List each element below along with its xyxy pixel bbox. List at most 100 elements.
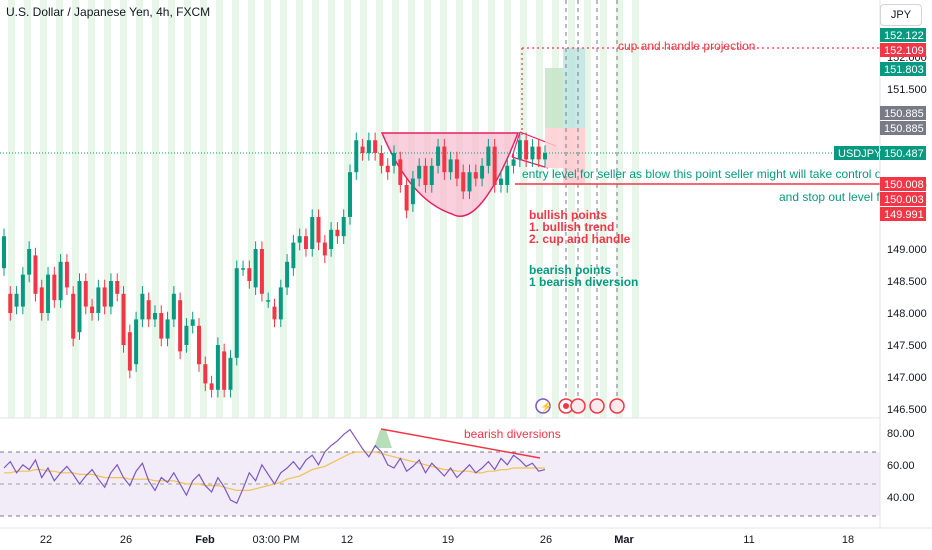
- session-band: [232, 0, 239, 418]
- lightning-event-icon[interactable]: [535, 398, 551, 414]
- candle-body: [335, 229, 340, 237]
- price-tag: [880, 106, 926, 120]
- candle-body: [165, 319, 170, 339]
- price-tag: [880, 192, 926, 206]
- target-zone-box: [545, 68, 563, 128]
- candle-body: [14, 293, 19, 307]
- us-flag-event-icon-3[interactable]: [609, 398, 625, 414]
- candle-body: [316, 217, 321, 243]
- rsi-tick-label: 40.00: [887, 492, 915, 504]
- candle-body: [347, 172, 352, 217]
- us-flag-event-icon-1[interactable]: [570, 398, 586, 414]
- candle-body: [480, 165, 485, 179]
- price-tick-label: 148.500: [887, 276, 927, 288]
- candle-body: [171, 293, 176, 320]
- candle-body: [454, 159, 459, 179]
- candle-body: [379, 153, 384, 166]
- candle-body: [498, 178, 503, 185]
- currency-selector[interactable]: JPY: [880, 4, 922, 26]
- candle-body: [52, 274, 57, 301]
- candle-body: [366, 140, 371, 153]
- candle-body: [234, 268, 239, 358]
- price-tag-value: 150.003: [884, 194, 924, 206]
- us-flag-event-icon-2[interactable]: [589, 398, 605, 414]
- candle-body: [354, 140, 359, 173]
- candle-body: [146, 300, 151, 320]
- bearish-divergence-line: [380, 428, 541, 459]
- price-tag-value: 151.803: [884, 64, 924, 76]
- candle-body: [83, 281, 88, 307]
- session-band: [504, 0, 511, 418]
- price-tag-value: 152.109: [884, 45, 924, 57]
- price-axis[interactable]: [880, 0, 932, 550]
- price-tick-label: 149.000: [887, 244, 927, 256]
- candle-body: [20, 274, 25, 307]
- candle-body: [291, 242, 296, 269]
- candle-body: [247, 268, 252, 281]
- symbol-tag-label: USDJPY: [838, 148, 882, 160]
- candle-body: [429, 165, 434, 185]
- session-band: [264, 0, 271, 418]
- session-band: [376, 0, 383, 418]
- jp-flag-dot-icon: [563, 403, 569, 409]
- candle-body: [127, 332, 132, 371]
- session-band: [152, 0, 159, 418]
- session-band: [424, 0, 431, 418]
- session-band: [360, 0, 367, 418]
- candle-body: [8, 293, 13, 313]
- candle-body: [33, 255, 38, 294]
- session-band: [600, 0, 607, 418]
- candle-body: [436, 146, 441, 166]
- candle-body: [209, 383, 214, 390]
- candle-body: [278, 287, 283, 320]
- price-tag: [880, 146, 926, 160]
- time-axis-labels[interactable]: 22 26 Feb 03:00 PM 12 19 26 Mar 11 18: [40, 534, 854, 546]
- risk-zone-box-left: [545, 128, 563, 168]
- time-tick-label: Feb: [195, 534, 215, 546]
- candle-body: [398, 159, 403, 185]
- time-tick-label: 22: [40, 534, 52, 546]
- event-icons[interactable]: ⚡: [535, 398, 625, 414]
- projection-annotation: cup and handle projection: [618, 39, 755, 53]
- candle-body: [517, 140, 522, 160]
- session-band: [168, 0, 175, 418]
- session-band: [184, 0, 191, 418]
- time-tick-label: 18: [842, 534, 854, 546]
- price-tag-value: 150.008: [884, 179, 924, 191]
- session-band: [328, 0, 335, 418]
- chart-title: U.S. Dollar / Japanese Yen, 4h, FXCM: [6, 5, 211, 19]
- price-tag: [880, 43, 926, 57]
- session-band: [488, 0, 495, 418]
- price-tag-value: 150.885: [884, 108, 924, 120]
- symbol-tag: [834, 146, 879, 160]
- session-band: [616, 0, 623, 418]
- candle-body: [423, 165, 428, 185]
- candle-body: [448, 159, 453, 173]
- candle-body: [360, 146, 365, 153]
- price-tick-label: 146.500: [887, 404, 927, 416]
- session-band: [280, 0, 287, 418]
- session-band: [248, 0, 255, 418]
- price-tag-value: 149.991: [884, 209, 924, 221]
- session-band: [552, 0, 559, 418]
- price-tag: [880, 28, 926, 42]
- session-band: [584, 0, 591, 418]
- candle-body: [492, 146, 497, 185]
- candle-body: [159, 313, 164, 339]
- time-tick-label: Mar: [614, 534, 634, 546]
- session-band: [88, 0, 95, 418]
- risk-zone-box: [563, 128, 585, 183]
- rsi-tick-label: 60.00: [887, 460, 915, 472]
- session-band: [40, 0, 47, 418]
- candle-body: [108, 281, 113, 307]
- candle-body: [115, 281, 120, 294]
- candle-body: [322, 242, 327, 256]
- candle-body: [385, 165, 390, 173]
- price-tag-value: 152.122: [884, 30, 924, 42]
- session-band: [344, 0, 351, 418]
- event-marker-lines: [565, 0, 618, 398]
- bullish-point-1: 1. bullish trend: [529, 220, 614, 234]
- candle-body: [297, 236, 302, 243]
- candle-body: [121, 293, 126, 345]
